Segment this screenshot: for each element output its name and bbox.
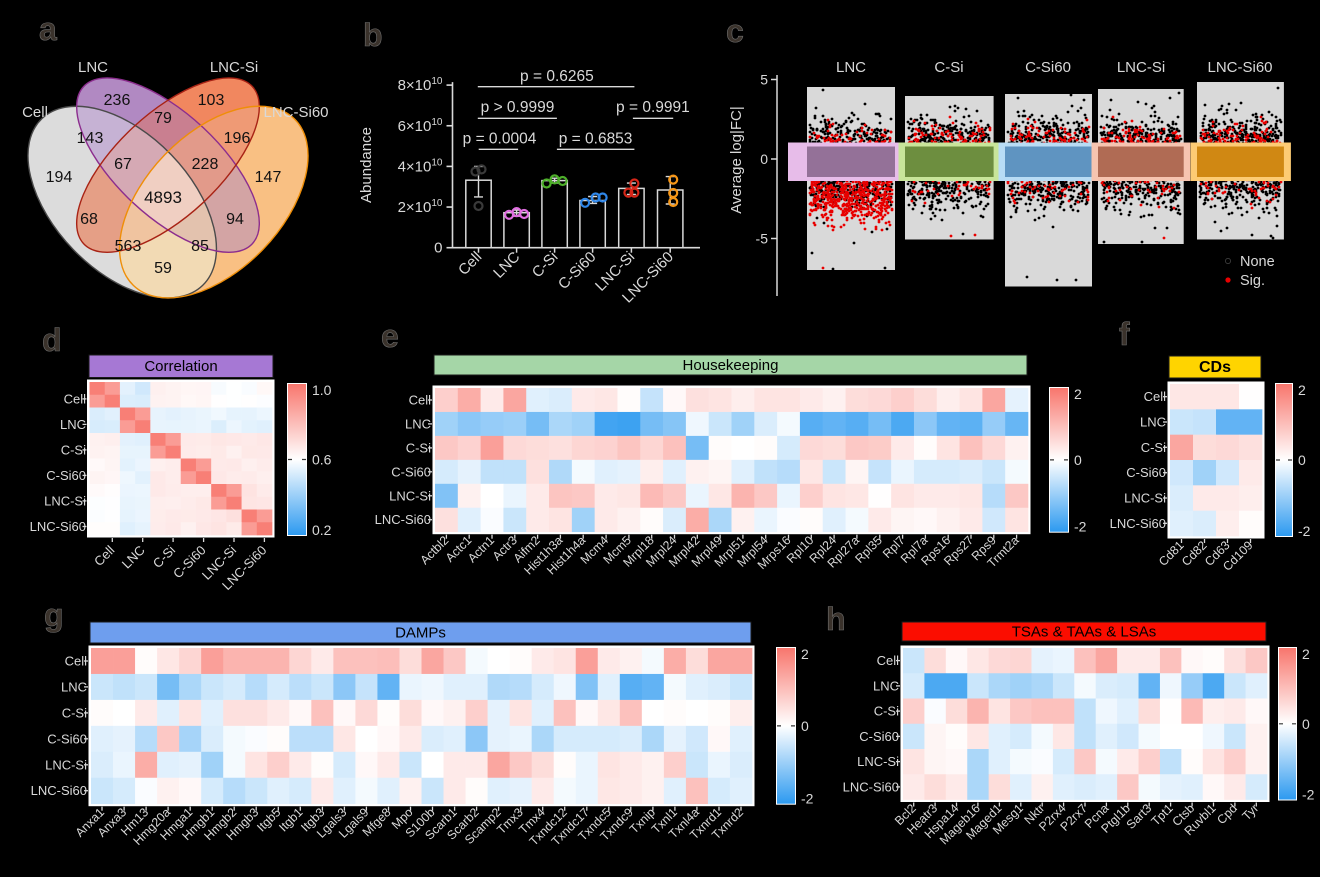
svg-text:147: 147 <box>255 169 282 186</box>
svg-text:h: h <box>826 601 846 637</box>
svg-text:236: 236 <box>104 92 131 109</box>
svg-text:C-Si60: C-Si60 <box>1025 59 1071 76</box>
svg-text:a: a <box>39 11 57 47</box>
svg-text:p = 0.6853: p = 0.6853 <box>559 131 633 148</box>
svg-text:C-Si: C-Si <box>934 59 963 76</box>
svg-text:196: 196 <box>224 130 251 147</box>
svg-text:p > 0.9999: p > 0.9999 <box>481 99 555 116</box>
svg-text:67: 67 <box>114 156 132 173</box>
svg-text:c: c <box>726 13 744 49</box>
svg-text:94: 94 <box>226 211 244 228</box>
svg-text:Cell: Cell <box>22 104 48 121</box>
svg-text:p = 0.6265: p = 0.6265 <box>520 68 594 85</box>
svg-text:LNC: LNC <box>78 59 108 76</box>
svg-text:g: g <box>44 597 64 633</box>
svg-text:LNC-Si60: LNC-Si60 <box>1207 59 1272 76</box>
svg-text:p = 0.0004: p = 0.0004 <box>463 131 537 148</box>
svg-text:85: 85 <box>191 238 209 255</box>
svg-text:194: 194 <box>46 169 73 186</box>
svg-text:0: 0 <box>434 240 442 257</box>
svg-text:b: b <box>363 17 383 53</box>
svg-text:5: 5 <box>760 72 768 88</box>
svg-text:68: 68 <box>80 211 98 228</box>
svg-text:79: 79 <box>154 110 172 127</box>
svg-text:p = 0.9991: p = 0.9991 <box>616 99 690 116</box>
svg-text:LNC: LNC <box>836 59 866 76</box>
svg-text:d: d <box>42 322 62 358</box>
svg-text:Abundance: Abundance <box>358 127 375 203</box>
svg-text:-5: -5 <box>756 231 769 247</box>
svg-text:LNC-Si: LNC-Si <box>210 59 258 76</box>
svg-text:143: 143 <box>77 130 104 147</box>
svg-text:f: f <box>1119 316 1130 352</box>
svg-text:59: 59 <box>154 260 172 277</box>
svg-text:563: 563 <box>115 238 142 255</box>
svg-text:LNC-Si60: LNC-Si60 <box>263 104 328 121</box>
svg-text:Average log|FC|: Average log|FC| <box>728 106 745 214</box>
svg-text:103: 103 <box>198 92 225 109</box>
svg-text:LNC-Si: LNC-Si <box>1117 59 1165 76</box>
svg-text:4893: 4893 <box>144 188 182 207</box>
svg-text:e: e <box>381 318 399 354</box>
svg-text:228: 228 <box>192 156 219 173</box>
svg-text:0: 0 <box>760 151 768 167</box>
